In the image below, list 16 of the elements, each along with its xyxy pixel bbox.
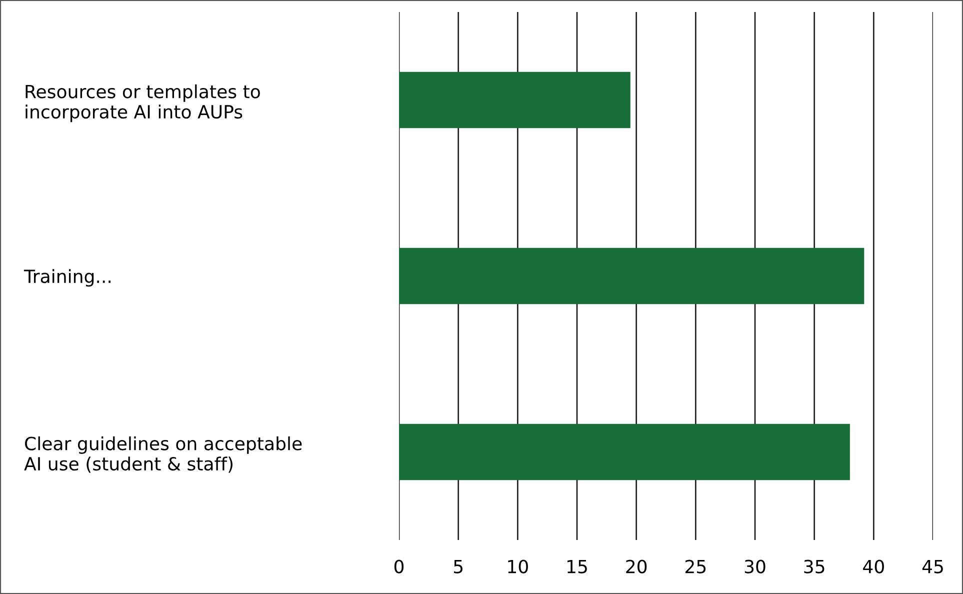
x-tick-label: 35 bbox=[804, 560, 824, 574]
x-tick-label: 0 bbox=[394, 560, 404, 574]
x-tick-label: 45 bbox=[922, 560, 943, 574]
x-tick-label: 5 bbox=[454, 560, 462, 574]
x-tick-label: 25 bbox=[686, 560, 706, 574]
x-tick-label: 30 bbox=[744, 560, 766, 574]
bar bbox=[399, 248, 864, 304]
x-tick-label: 10 bbox=[508, 560, 528, 574]
y-tick-label: Training... bbox=[24, 269, 111, 287]
x-tick-label: 15 bbox=[567, 560, 587, 574]
bar bbox=[399, 72, 630, 128]
x-tick-label: 20 bbox=[626, 560, 647, 574]
y-tick-label: Clear guidelines on acceptable AI use (student & staff) bbox=[24, 436, 302, 473]
x-tick-label: 40 bbox=[863, 560, 884, 574]
bar bbox=[399, 424, 850, 480]
y-tick-label: Resources or templates to incorporate AI into AUPs bbox=[26, 84, 260, 122]
